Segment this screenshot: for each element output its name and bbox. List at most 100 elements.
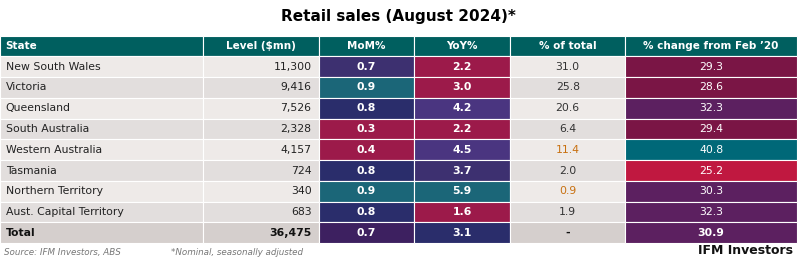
FancyBboxPatch shape bbox=[318, 181, 414, 202]
Text: MoM%: MoM% bbox=[347, 41, 385, 51]
FancyBboxPatch shape bbox=[414, 119, 510, 139]
Text: 28.6: 28.6 bbox=[699, 82, 723, 93]
FancyBboxPatch shape bbox=[0, 98, 203, 119]
FancyBboxPatch shape bbox=[414, 202, 510, 222]
FancyBboxPatch shape bbox=[510, 202, 626, 222]
Text: 0.8: 0.8 bbox=[357, 207, 376, 217]
Text: 32.3: 32.3 bbox=[699, 103, 723, 113]
FancyBboxPatch shape bbox=[318, 160, 414, 181]
Text: 0.9: 0.9 bbox=[559, 186, 576, 196]
Text: 0.9: 0.9 bbox=[357, 82, 376, 93]
Text: 0.8: 0.8 bbox=[357, 103, 376, 113]
Text: Total: Total bbox=[6, 228, 35, 238]
FancyBboxPatch shape bbox=[318, 77, 414, 98]
FancyBboxPatch shape bbox=[0, 56, 203, 77]
Text: 2.2: 2.2 bbox=[452, 62, 472, 72]
Text: Aust. Capital Territory: Aust. Capital Territory bbox=[6, 207, 124, 217]
Text: 30.3: 30.3 bbox=[699, 186, 723, 196]
FancyBboxPatch shape bbox=[626, 77, 796, 98]
FancyBboxPatch shape bbox=[203, 222, 318, 243]
FancyBboxPatch shape bbox=[0, 77, 203, 98]
FancyBboxPatch shape bbox=[318, 36, 414, 56]
Text: South Australia: South Australia bbox=[6, 124, 89, 134]
FancyBboxPatch shape bbox=[203, 56, 318, 77]
Text: 0.7: 0.7 bbox=[357, 228, 376, 238]
FancyBboxPatch shape bbox=[203, 202, 318, 222]
FancyBboxPatch shape bbox=[510, 119, 626, 139]
FancyBboxPatch shape bbox=[510, 181, 626, 202]
Text: New South Wales: New South Wales bbox=[6, 62, 101, 72]
FancyBboxPatch shape bbox=[510, 36, 626, 56]
Text: 7,526: 7,526 bbox=[281, 103, 311, 113]
FancyBboxPatch shape bbox=[203, 98, 318, 119]
FancyBboxPatch shape bbox=[414, 222, 510, 243]
FancyBboxPatch shape bbox=[510, 77, 626, 98]
FancyBboxPatch shape bbox=[0, 202, 203, 222]
FancyBboxPatch shape bbox=[626, 36, 796, 56]
Text: Northern Territory: Northern Territory bbox=[6, 186, 103, 196]
FancyBboxPatch shape bbox=[626, 181, 796, 202]
FancyBboxPatch shape bbox=[203, 77, 318, 98]
Text: Victoria: Victoria bbox=[6, 82, 47, 93]
Text: 25.2: 25.2 bbox=[699, 165, 723, 176]
FancyBboxPatch shape bbox=[0, 36, 203, 56]
Text: 2.0: 2.0 bbox=[559, 165, 576, 176]
FancyBboxPatch shape bbox=[318, 202, 414, 222]
FancyBboxPatch shape bbox=[626, 119, 796, 139]
FancyBboxPatch shape bbox=[203, 139, 318, 160]
Text: 3.0: 3.0 bbox=[452, 82, 472, 93]
Text: 40.8: 40.8 bbox=[699, 145, 723, 155]
FancyBboxPatch shape bbox=[203, 119, 318, 139]
FancyBboxPatch shape bbox=[626, 56, 796, 77]
FancyBboxPatch shape bbox=[0, 181, 203, 202]
Text: 0.3: 0.3 bbox=[357, 124, 376, 134]
Text: 4.5: 4.5 bbox=[452, 145, 472, 155]
FancyBboxPatch shape bbox=[414, 36, 510, 56]
Text: 0.4: 0.4 bbox=[357, 145, 376, 155]
Text: 0.8: 0.8 bbox=[357, 165, 376, 176]
FancyBboxPatch shape bbox=[510, 139, 626, 160]
FancyBboxPatch shape bbox=[626, 222, 796, 243]
Text: -: - bbox=[566, 228, 570, 238]
FancyBboxPatch shape bbox=[414, 139, 510, 160]
Text: 340: 340 bbox=[290, 186, 311, 196]
FancyBboxPatch shape bbox=[0, 139, 203, 160]
Text: Queensland: Queensland bbox=[6, 103, 70, 113]
FancyBboxPatch shape bbox=[318, 222, 414, 243]
Text: 9,416: 9,416 bbox=[281, 82, 311, 93]
Text: 36,475: 36,475 bbox=[269, 228, 311, 238]
Text: 6.4: 6.4 bbox=[559, 124, 576, 134]
Text: YoY%: YoY% bbox=[446, 41, 478, 51]
Text: 11.4: 11.4 bbox=[555, 145, 579, 155]
FancyBboxPatch shape bbox=[414, 98, 510, 119]
FancyBboxPatch shape bbox=[318, 98, 414, 119]
Text: 2,328: 2,328 bbox=[281, 124, 311, 134]
Text: 0.9: 0.9 bbox=[357, 186, 376, 196]
Text: % change from Feb ’20: % change from Feb ’20 bbox=[643, 41, 779, 51]
Text: Source: IFM Investors, ABS: Source: IFM Investors, ABS bbox=[4, 248, 120, 257]
FancyBboxPatch shape bbox=[318, 56, 414, 77]
FancyBboxPatch shape bbox=[0, 119, 203, 139]
FancyBboxPatch shape bbox=[318, 139, 414, 160]
Text: 3.1: 3.1 bbox=[452, 228, 472, 238]
Text: 1.6: 1.6 bbox=[452, 207, 472, 217]
Text: 4,157: 4,157 bbox=[281, 145, 311, 155]
Text: 32.3: 32.3 bbox=[699, 207, 723, 217]
Text: 1.9: 1.9 bbox=[559, 207, 576, 217]
FancyBboxPatch shape bbox=[510, 56, 626, 77]
Text: 0.7: 0.7 bbox=[357, 62, 376, 72]
Text: IFM Investors: IFM Investors bbox=[697, 244, 792, 257]
Text: 683: 683 bbox=[291, 207, 311, 217]
FancyBboxPatch shape bbox=[510, 160, 626, 181]
Text: Western Australia: Western Australia bbox=[6, 145, 101, 155]
Text: 4.2: 4.2 bbox=[452, 103, 472, 113]
Text: 5.9: 5.9 bbox=[452, 186, 472, 196]
FancyBboxPatch shape bbox=[0, 222, 203, 243]
Text: 724: 724 bbox=[291, 165, 311, 176]
FancyBboxPatch shape bbox=[414, 56, 510, 77]
FancyBboxPatch shape bbox=[626, 98, 796, 119]
Text: 3.7: 3.7 bbox=[452, 165, 472, 176]
FancyBboxPatch shape bbox=[0, 160, 203, 181]
FancyBboxPatch shape bbox=[318, 119, 414, 139]
FancyBboxPatch shape bbox=[203, 160, 318, 181]
